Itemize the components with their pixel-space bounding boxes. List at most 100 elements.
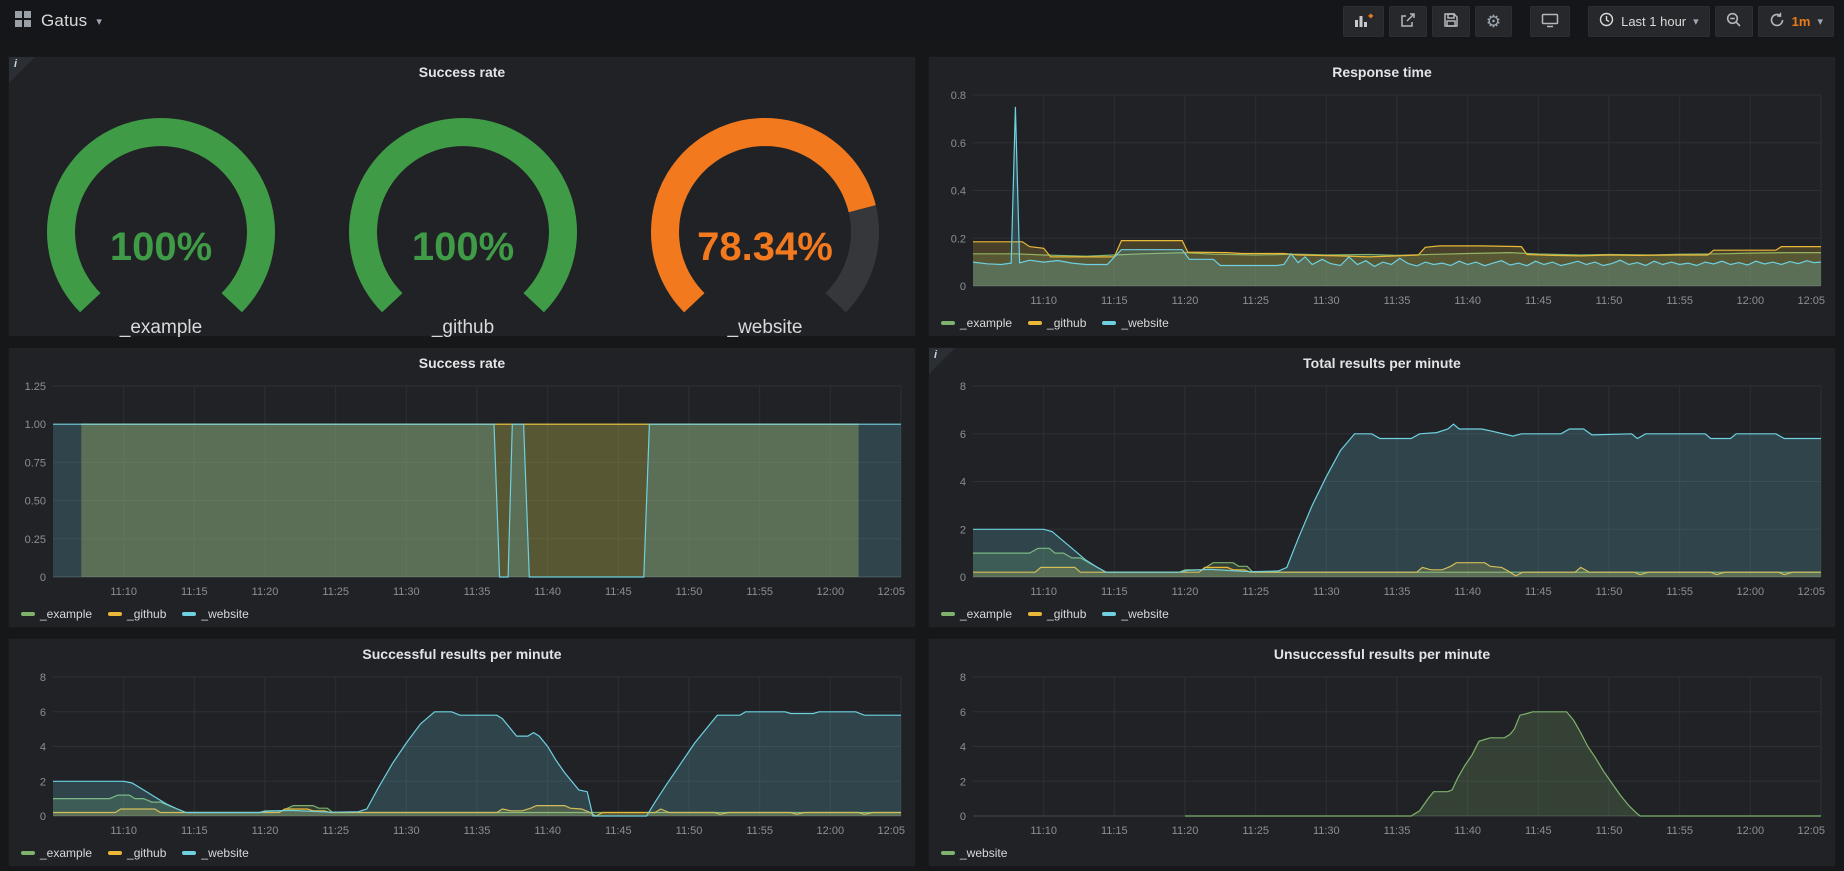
svg-text:11:15: 11:15 — [181, 825, 208, 837]
svg-text:11:15: 11:15 — [181, 586, 208, 598]
time-range-label: Last 1 hour — [1621, 14, 1686, 29]
svg-text:12:00: 12:00 — [1737, 295, 1765, 307]
svg-text:0.8: 0.8 — [951, 90, 966, 102]
svg-text:0.2: 0.2 — [951, 233, 966, 245]
total-results-chart[interactable]: 0246811:1011:1511:2011:2511:3011:3511:40… — [937, 378, 1827, 601]
svg-text:11:35: 11:35 — [464, 825, 491, 837]
panel-title[interactable]: Response time — [929, 57, 1835, 87]
svg-text:4: 4 — [40, 742, 46, 754]
svg-text:11:20: 11:20 — [1172, 586, 1199, 598]
svg-text:12:00: 12:00 — [1737, 586, 1765, 598]
svg-text:12:00: 12:00 — [817, 825, 845, 837]
chart-legend: _example _github _website — [941, 315, 1169, 331]
grafana-dashboard: Gatus ▾ ⚙ — [0, 0, 1844, 871]
svg-text:8: 8 — [40, 672, 46, 684]
settings-button[interactable]: ⚙ — [1475, 6, 1512, 37]
legend-item[interactable]: _website — [182, 846, 248, 860]
svg-text:11:55: 11:55 — [746, 586, 773, 598]
chart-svg: 0246811:1011:1511:2011:2511:3011:3511:40… — [937, 378, 1827, 601]
legend-item[interactable]: _github — [108, 846, 166, 860]
svg-text:11:35: 11:35 — [464, 586, 491, 598]
svg-text:11:15: 11:15 — [1101, 295, 1128, 307]
panel-title[interactable]: Total results per minute — [929, 348, 1835, 378]
gauge-value: 100% — [109, 225, 211, 269]
svg-text:0.50: 0.50 — [25, 496, 46, 508]
svg-text:11:30: 11:30 — [393, 586, 420, 598]
response-time-chart[interactable]: 00.20.40.60.811:1011:1511:2011:2511:3011… — [937, 87, 1827, 310]
svg-text:11:35: 11:35 — [1384, 825, 1411, 837]
navbar: Gatus ▾ ⚙ — [0, 0, 1844, 42]
gauge-value: 100% — [411, 225, 513, 269]
svg-text:8: 8 — [960, 672, 966, 684]
apps-grid-icon[interactable] — [14, 10, 32, 33]
gauge-label: _website — [726, 317, 802, 337]
svg-text:11:25: 11:25 — [322, 825, 349, 837]
svg-text:0: 0 — [960, 281, 966, 293]
legend-item[interactable]: _website — [1102, 607, 1168, 621]
svg-text:11:35: 11:35 — [1384, 586, 1411, 598]
gauge-row: 100%_example 100%_github 78.34% _website — [9, 87, 915, 336]
svg-text:0: 0 — [40, 572, 46, 584]
series-color-swatch — [941, 851, 955, 855]
add-panel-icon — [1354, 12, 1373, 31]
series-color-swatch — [1102, 612, 1116, 616]
gauge-svg: 100%_example — [11, 87, 310, 337]
svg-text:11:50: 11:50 — [1596, 586, 1623, 598]
info-icon: i — [934, 349, 937, 361]
svg-text:11:25: 11:25 — [1242, 586, 1269, 598]
svg-text:11:30: 11:30 — [393, 825, 420, 837]
series-color-swatch — [108, 851, 122, 855]
zoom-out-icon — [1726, 12, 1742, 31]
svg-text:12:05: 12:05 — [1797, 825, 1825, 837]
add-panel-button[interactable] — [1343, 6, 1384, 37]
panel-info-corner[interactable]: i — [9, 57, 35, 83]
time-range-button[interactable]: Last 1 hour ▾ — [1588, 6, 1710, 37]
panel-title[interactable]: Unsuccessful results per minute — [929, 639, 1835, 669]
legend-item[interactable]: _github — [1028, 316, 1086, 330]
share-button[interactable] — [1389, 6, 1427, 37]
panel-title[interactable]: Success rate — [9, 348, 915, 378]
svg-text:0.25: 0.25 — [25, 534, 46, 546]
legend-item[interactable]: _website — [941, 846, 1007, 860]
info-icon: i — [14, 58, 17, 70]
legend-item[interactable]: _website — [182, 607, 248, 621]
svg-text:11:50: 11:50 — [676, 825, 703, 837]
svg-text:11:45: 11:45 — [605, 586, 632, 598]
svg-text:0.6: 0.6 — [951, 138, 966, 150]
svg-text:11:45: 11:45 — [605, 825, 632, 837]
legend-item[interactable]: _example — [941, 607, 1012, 621]
legend-item[interactable]: _website — [1102, 316, 1168, 330]
successful-results-chart[interactable]: 0246811:1011:1511:2011:2511:3011:3511:40… — [17, 669, 907, 840]
legend-item[interactable]: _github — [108, 607, 166, 621]
panel-info-corner[interactable]: i — [929, 348, 955, 374]
svg-text:11:10: 11:10 — [110, 825, 137, 837]
chart-svg: 00.20.40.60.811:1011:1511:2011:2511:3011… — [937, 87, 1827, 310]
legend-item[interactable]: _github — [1028, 607, 1086, 621]
success-rate-chart[interactable]: 00.250.500.751.001.2511:1011:1511:2011:2… — [17, 378, 907, 601]
save-button[interactable] — [1432, 6, 1470, 37]
gauge-value: 78.34% — [697, 225, 833, 269]
dashboard-title[interactable]: Gatus — [41, 11, 87, 31]
gauge-github: 100%_github — [313, 87, 612, 337]
svg-text:12:00: 12:00 — [817, 586, 845, 598]
panel-title[interactable]: Success rate — [9, 57, 915, 87]
svg-text:11:50: 11:50 — [1596, 295, 1623, 307]
tv-mode-button[interactable] — [1530, 6, 1570, 37]
svg-text:12:05: 12:05 — [1797, 586, 1825, 598]
panel-response-time: Response time 00.20.40.60.811:1011:1511:… — [928, 56, 1836, 337]
svg-text:11:35: 11:35 — [1384, 295, 1411, 307]
svg-text:11:45: 11:45 — [1525, 825, 1552, 837]
legend-item[interactable]: _example — [21, 607, 92, 621]
legend-item[interactable]: _example — [941, 316, 1012, 330]
svg-text:11:20: 11:20 — [252, 825, 279, 837]
dashboard-dropdown-caret[interactable]: ▾ — [96, 15, 102, 28]
panel-title[interactable]: Successful results per minute — [9, 639, 915, 669]
svg-text:11:25: 11:25 — [322, 586, 349, 598]
refresh-interval-label: 1m — [1792, 14, 1811, 29]
zoom-out-button[interactable] — [1715, 6, 1753, 37]
unsuccessful-results-chart[interactable]: 0246811:1011:1511:2011:2511:3011:3511:40… — [937, 669, 1827, 840]
svg-text:11:20: 11:20 — [1172, 825, 1199, 837]
legend-item[interactable]: _example — [21, 846, 92, 860]
refresh-button[interactable]: 1m ▾ — [1758, 6, 1834, 37]
panel-unsuccessful-results: Unsuccessful results per minute 0246811:… — [928, 638, 1836, 867]
